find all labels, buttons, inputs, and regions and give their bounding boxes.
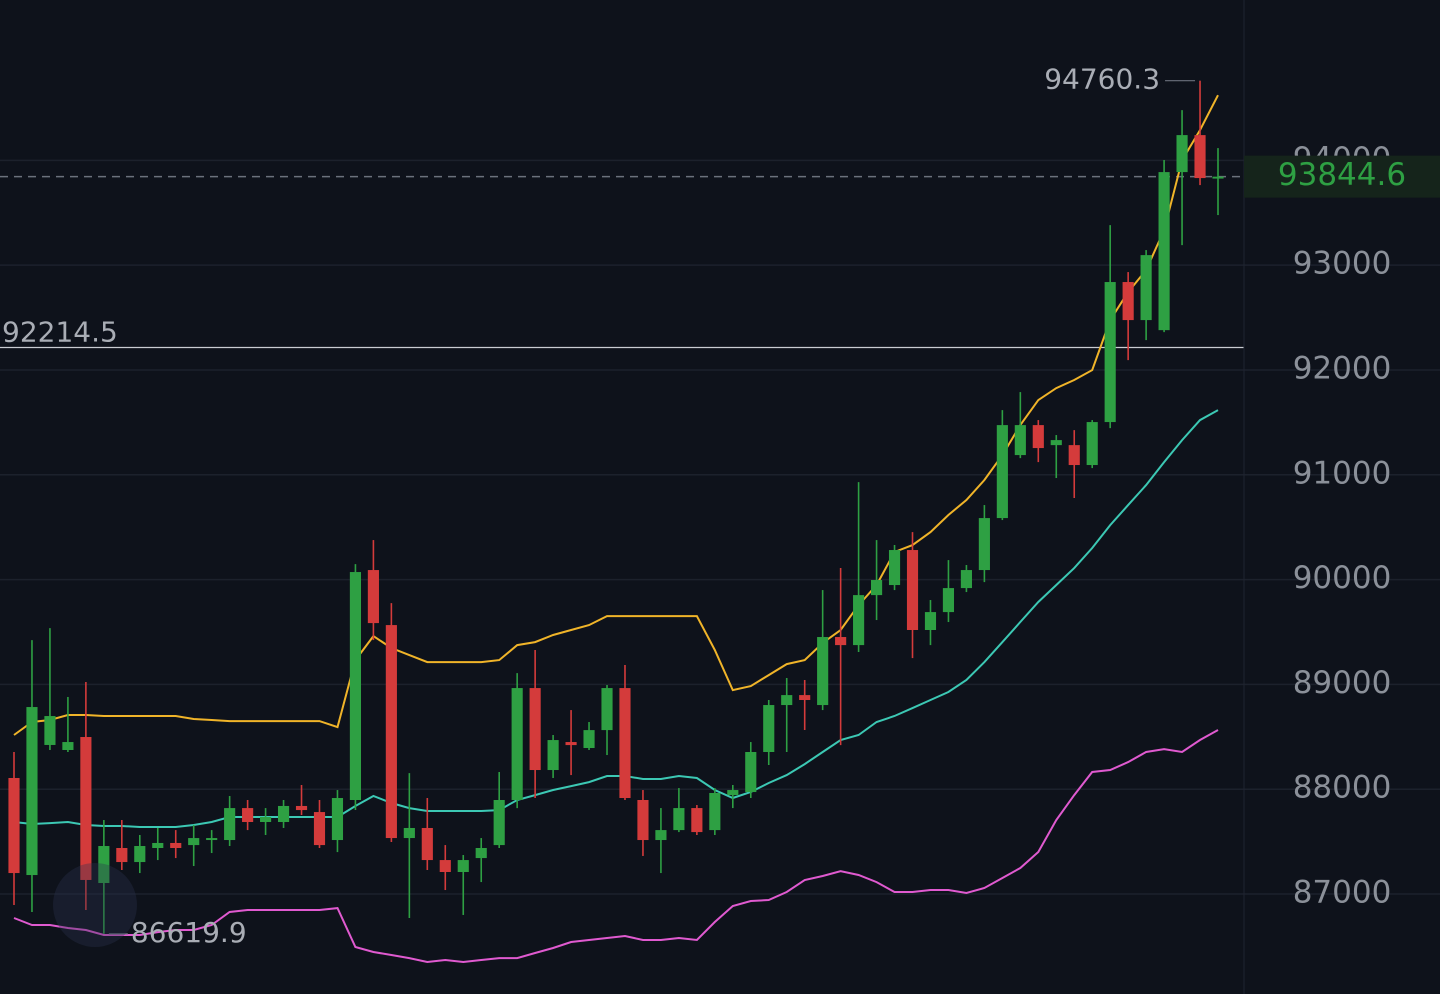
last-price-label: 93844.6 (1278, 157, 1406, 193)
indicator-line (13, 409, 1219, 828)
candle-body (331, 798, 344, 841)
candle-body (978, 518, 990, 571)
candle-body (152, 842, 164, 849)
candle-body (170, 842, 182, 849)
candle-body (277, 805, 290, 823)
candle-body (260, 816, 272, 823)
candle-body (1050, 440, 1062, 446)
candle-body (421, 827, 433, 861)
candle-body (493, 800, 505, 846)
candle-body (727, 790, 739, 796)
candle-body (529, 688, 541, 771)
candle-body (1122, 282, 1134, 321)
candle-body (349, 572, 362, 801)
y-tick-label: 89000 (1293, 665, 1392, 701)
candle-body (1212, 176, 1224, 179)
candle-body (745, 751, 757, 793)
candle-body (835, 637, 847, 646)
candle-body (403, 827, 415, 839)
candle-body (1158, 172, 1170, 331)
candle-body (134, 846, 146, 863)
price-line-label: 92214.5 (2, 315, 118, 348)
candle-body (80, 737, 92, 880)
candle-body (1014, 425, 1026, 456)
candle-body (817, 637, 829, 706)
candle-body (1176, 135, 1188, 173)
overlays (0, 175, 1244, 349)
candle-body (996, 425, 1008, 519)
candle-body (799, 695, 811, 701)
candle-body (475, 848, 487, 859)
candle-body (942, 588, 955, 613)
candle-body (565, 742, 577, 746)
candle-body (1104, 282, 1116, 423)
indicator-line (13, 729, 1219, 964)
y-tick-label: 87000 (1293, 875, 1392, 911)
y-tick-label: 93000 (1293, 246, 1392, 282)
candle-body (44, 716, 56, 745)
candle-body (763, 705, 775, 752)
candle-body (1086, 422, 1098, 466)
candle-body (637, 800, 649, 841)
candle-body (385, 625, 397, 839)
candle-body (906, 550, 919, 631)
candles (8, 80, 1224, 934)
candle-body (870, 580, 883, 596)
candle-body (853, 595, 865, 646)
candle-body (1140, 255, 1152, 321)
candle-body (26, 707, 38, 876)
candle-body (8, 777, 20, 874)
candle-body (673, 808, 685, 831)
candle-body (1194, 135, 1206, 179)
candle-body (547, 740, 559, 771)
y-tick-label: 92000 (1293, 350, 1392, 386)
candle-body (439, 860, 451, 873)
candle-body (457, 860, 469, 873)
watermark-button[interactable] (53, 863, 137, 947)
candle-body (224, 808, 236, 841)
candle-body (924, 612, 937, 631)
candle-body (367, 570, 379, 624)
grid (0, 159, 1440, 895)
candle-body (206, 838, 218, 841)
candle-body (583, 730, 595, 749)
candle-body (619, 688, 631, 799)
candle-body (1068, 445, 1080, 466)
y-tick-label: 88000 (1293, 770, 1392, 806)
candle-body (655, 830, 667, 841)
y-axis: 8700088000890009000091000920009300094000 (1293, 141, 1392, 911)
candle-body (116, 848, 128, 863)
high-label: 94760.3 (1044, 63, 1160, 96)
y-tick-label: 91000 (1293, 455, 1392, 491)
low-label: 86619.9 (131, 916, 247, 949)
candle-body (601, 688, 613, 731)
candle-body (960, 570, 972, 589)
candle-body (98, 846, 110, 884)
candle-body (781, 695, 793, 706)
candle-body (709, 792, 721, 831)
candle-body (691, 808, 703, 833)
y-tick-label: 90000 (1293, 560, 1392, 596)
candle-body (295, 805, 308, 811)
last-price-box (1244, 155, 1440, 198)
labels: 92214.5 93844.6 94760.3 86619.9 (2, 63, 1440, 949)
candle-body (242, 808, 254, 823)
candle-body (888, 550, 901, 586)
candle-body (511, 688, 523, 801)
candle-body (62, 742, 74, 751)
candle-body (313, 812, 326, 846)
candle-body (1032, 425, 1044, 449)
candle-body (188, 838, 200, 846)
